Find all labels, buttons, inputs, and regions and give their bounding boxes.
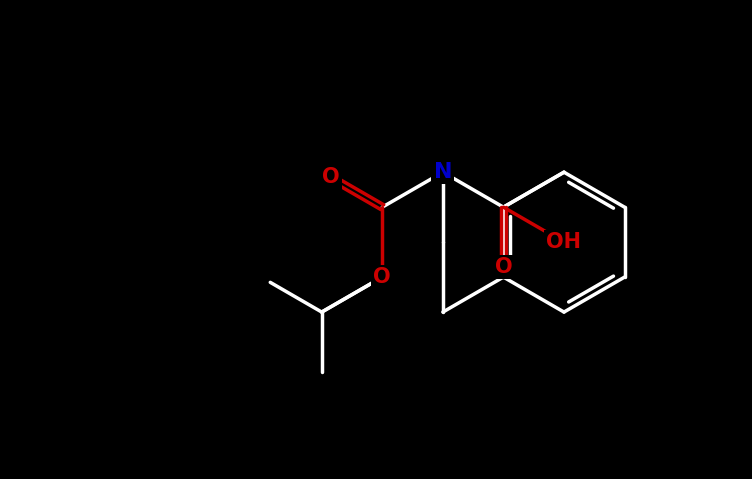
- Text: O: O: [322, 168, 340, 187]
- Text: O: O: [374, 267, 391, 287]
- Text: N: N: [434, 162, 452, 182]
- Text: OH: OH: [547, 232, 581, 252]
- Text: O: O: [495, 257, 512, 276]
